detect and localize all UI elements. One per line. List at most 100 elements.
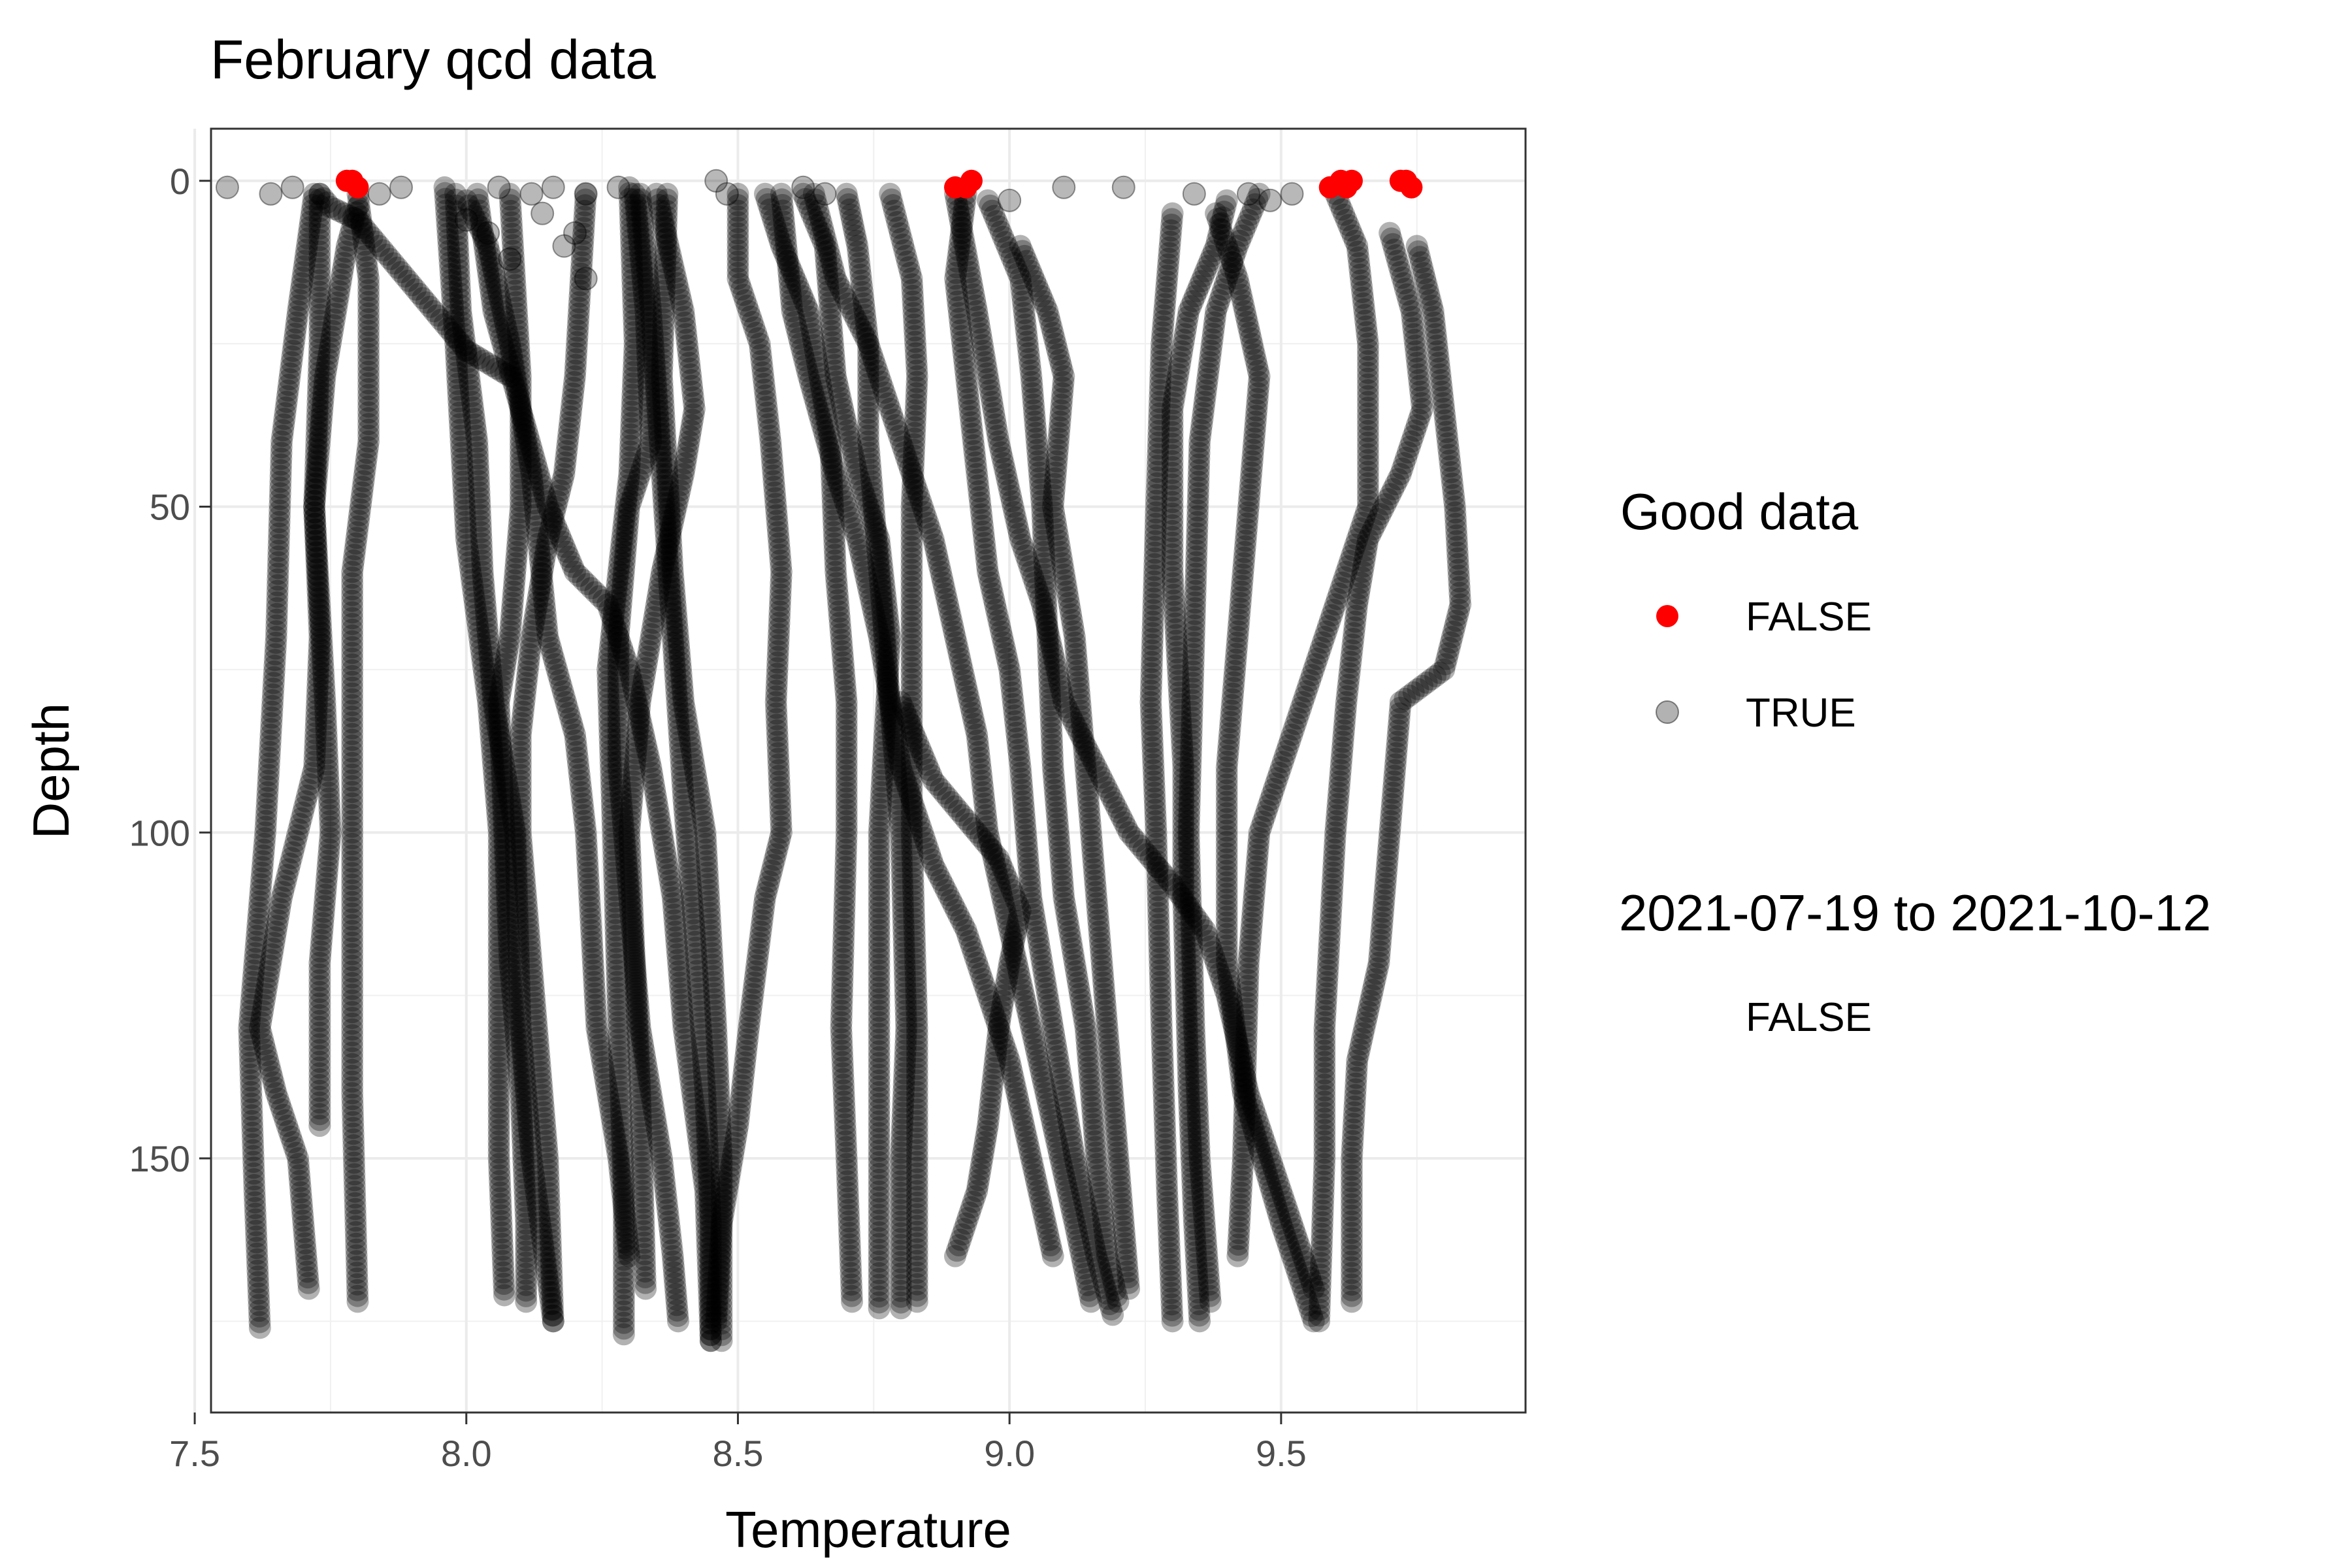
- data-point: [254, 815, 277, 838]
- data-point: [262, 672, 285, 694]
- data-point: [348, 504, 371, 527]
- data-point: [479, 657, 502, 679]
- data-point: [434, 182, 457, 204]
- data-point: [368, 235, 391, 257]
- data-point: [308, 1027, 331, 1050]
- data-point: [341, 572, 364, 595]
- data-point: [460, 385, 483, 408]
- data-point: [487, 1152, 510, 1175]
- data-point: [267, 540, 290, 563]
- data-point: [341, 578, 364, 600]
- data-point: [341, 792, 364, 815]
- data-point: [487, 982, 510, 1005]
- data-point: [453, 328, 476, 351]
- data-point: [314, 883, 336, 906]
- data-point: [500, 798, 523, 821]
- data-point: [294, 790, 317, 813]
- data-point: [429, 308, 452, 331]
- data-point: [238, 1046, 261, 1069]
- series-7: [455, 189, 641, 1267]
- data-point: [306, 559, 329, 581]
- data-point: [308, 338, 331, 361]
- data-point: [341, 943, 364, 966]
- data-point: [434, 188, 457, 210]
- data-point: [487, 838, 510, 861]
- data-point: [249, 885, 272, 907]
- data-point: [469, 510, 492, 532]
- data-point: [307, 597, 330, 620]
- data-point: [465, 425, 488, 448]
- data-point: [287, 1152, 310, 1175]
- data-point: [348, 199, 371, 222]
- data-point: [455, 534, 478, 557]
- data-point: [310, 622, 333, 645]
- data-point: [489, 1169, 512, 1192]
- data-point: [302, 182, 325, 205]
- data-point: [319, 826, 342, 849]
- data-point: [444, 188, 467, 211]
- data-point: [284, 322, 306, 345]
- data-point: [501, 804, 524, 827]
- data-point: [341, 700, 364, 723]
- data-point: [243, 1179, 266, 1202]
- data-point: [245, 924, 268, 947]
- data-point: [306, 580, 329, 603]
- data-point: [341, 896, 364, 919]
- data-point: [311, 393, 334, 416]
- data-point: [341, 856, 364, 879]
- data-point: [448, 395, 470, 418]
- data-point: [308, 1033, 331, 1056]
- data-point: [487, 1073, 510, 1096]
- data-point: [306, 547, 329, 570]
- data-point: [487, 873, 510, 896]
- data-point: [516, 1096, 539, 1119]
- data-point: [265, 608, 288, 631]
- data-point: [515, 1085, 538, 1107]
- series-6: [444, 182, 564, 1333]
- data-point: [477, 235, 500, 257]
- data-point: [255, 792, 278, 815]
- data-point: [273, 875, 296, 898]
- data-point: [258, 1054, 281, 1077]
- data-point: [256, 787, 279, 809]
- data-point: [478, 713, 501, 736]
- data-point: [247, 1271, 270, 1294]
- data-point: [341, 676, 364, 699]
- data-point: [492, 1261, 515, 1284]
- data-point: [487, 1147, 510, 1169]
- data-point: [500, 344, 523, 367]
- data-point: [490, 1204, 513, 1227]
- data-point: [457, 362, 480, 385]
- data-point: [304, 733, 327, 756]
- data-point: [306, 553, 329, 576]
- data-point: [446, 229, 469, 252]
- data-point: [536, 1264, 559, 1286]
- data-point: [446, 223, 469, 246]
- data-point: [341, 960, 364, 983]
- data-point: [342, 549, 365, 572]
- data-point: [357, 395, 380, 418]
- data-point: [278, 1120, 301, 1143]
- data-point: [452, 482, 475, 504]
- data-point: [474, 674, 497, 696]
- data-point: [282, 334, 305, 357]
- data-point: [319, 195, 342, 218]
- data-point: [355, 442, 378, 465]
- data-point: [261, 683, 284, 706]
- data-point: [472, 572, 495, 595]
- data-point: [318, 798, 341, 821]
- data-point: [318, 843, 340, 866]
- data-point: [248, 1017, 271, 1039]
- data-point: [304, 529, 327, 552]
- data-point: [408, 282, 431, 305]
- data-point: [280, 351, 303, 374]
- data-point: [357, 407, 380, 430]
- data-point: [634, 1277, 657, 1300]
- data-point: [357, 372, 380, 395]
- data-point: [289, 1181, 312, 1204]
- data-point: [302, 495, 325, 518]
- data-point: [250, 1005, 273, 1028]
- data-point: [341, 1001, 364, 1024]
- data-point: [308, 1051, 331, 1073]
- data-point: [441, 286, 464, 309]
